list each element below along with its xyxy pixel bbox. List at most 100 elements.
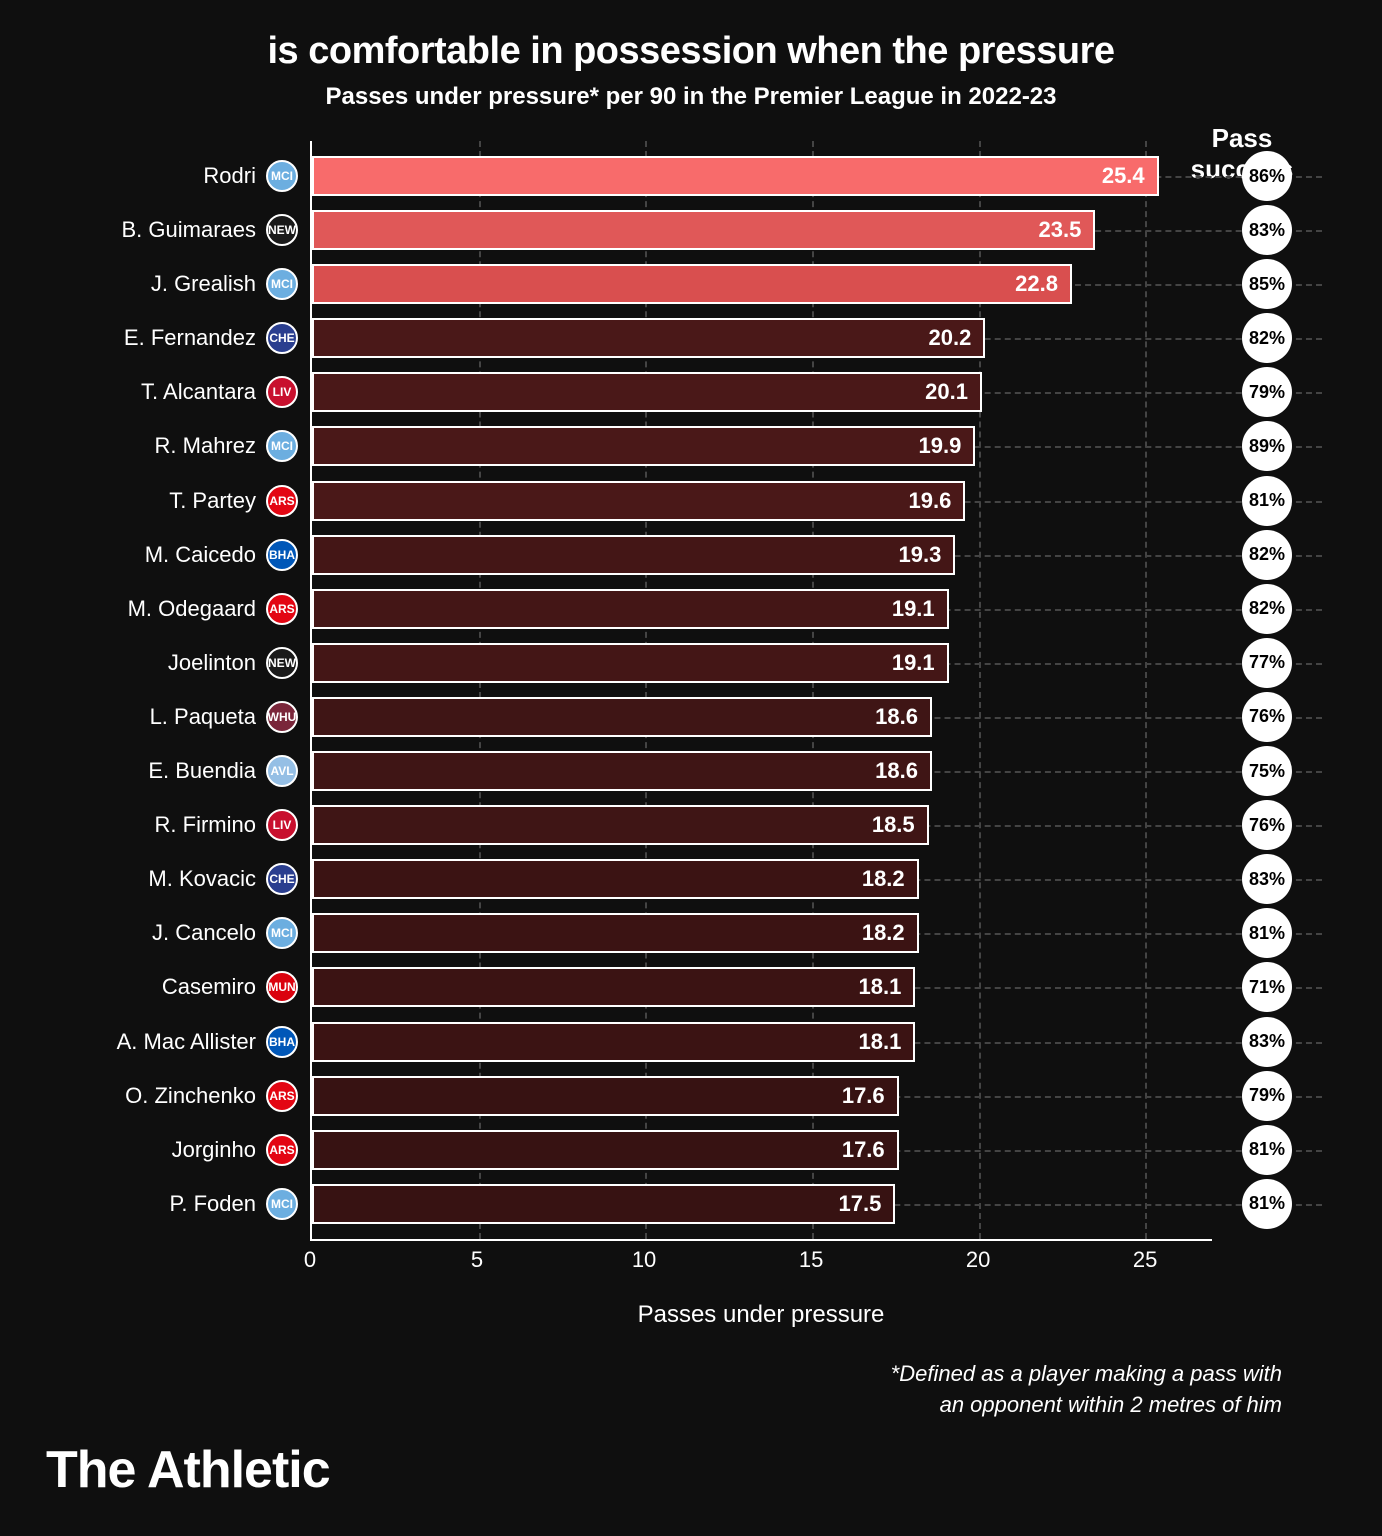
pass-success-badge: 81% [1212, 1179, 1322, 1229]
pass-success-badge: 82% [1212, 313, 1322, 363]
pass-success-value: 81% [1242, 476, 1292, 526]
bar-value-label: 19.1 [892, 650, 935, 676]
pass-success-badge: 82% [1212, 584, 1322, 634]
bar-value-label: 20.2 [929, 325, 972, 351]
player-row: T. ParteyARS19.681% [312, 480, 1212, 522]
player-name-label: P. Foden [170, 1191, 256, 1217]
pass-success-badge: 85% [1212, 259, 1322, 309]
pass-success-value: 83% [1242, 854, 1292, 904]
bar-value-label: 19.6 [909, 488, 952, 514]
player-name-label: T. Alcantara [141, 379, 256, 405]
player-row: P. FodenMCI17.581% [312, 1183, 1212, 1225]
bar-value-label: 25.4 [1102, 163, 1145, 189]
footnote-line: *Defined as a player making a pass with [60, 1359, 1282, 1390]
value-bar: 18.2 [312, 859, 919, 899]
pass-success-badge: 77% [1212, 638, 1322, 688]
club-badge-icon: AVL [266, 755, 298, 787]
pass-success-badge: 86% [1212, 151, 1322, 201]
club-badge-icon: ARS [266, 1134, 298, 1166]
gridline [979, 141, 981, 1239]
player-row: O. ZinchenkoARS17.679% [312, 1075, 1212, 1117]
gridline [479, 141, 481, 1239]
pass-success-badge: 79% [1212, 367, 1322, 417]
player-name-label: Casemiro [162, 974, 256, 1000]
value-bar: 18.2 [312, 913, 919, 953]
pass-success-value: 82% [1242, 530, 1292, 580]
value-bar: 19.6 [312, 481, 965, 521]
value-bar: 25.4 [312, 156, 1159, 196]
chart-footnote: *Defined as a player making a pass with … [60, 1359, 1322, 1421]
bar-value-label: 22.8 [1015, 271, 1058, 297]
bar-value-label: 18.1 [859, 1029, 902, 1055]
club-badge-icon: LIV [266, 809, 298, 841]
player-row: E. BuendiaAVL18.675% [312, 750, 1212, 792]
player-name-label: Joelinton [168, 650, 256, 676]
player-row: T. AlcantaraLIV20.179% [312, 371, 1212, 413]
player-row: CasemiroMUN18.171% [312, 966, 1212, 1008]
x-tick-label: 0 [304, 1247, 316, 1273]
bar-value-label: 17.6 [842, 1137, 885, 1163]
club-badge-icon: BHA [266, 1026, 298, 1058]
club-badge-icon: BHA [266, 539, 298, 571]
value-bar: 19.1 [312, 643, 949, 683]
value-bar: 18.5 [312, 805, 929, 845]
pass-success-value: 71% [1242, 962, 1292, 1012]
pass-success-value: 85% [1242, 259, 1292, 309]
footnote-line: an opponent within 2 metres of him [60, 1390, 1282, 1421]
pass-success-value: 79% [1242, 1071, 1292, 1121]
pass-success-value: 86% [1242, 151, 1292, 201]
x-tick-label: 10 [632, 1247, 656, 1273]
chart-title: is comfortable in possession when the pr… [60, 30, 1322, 73]
player-name-label: E. Fernandez [124, 325, 256, 351]
player-row: M. KovacicCHE18.283% [312, 858, 1212, 900]
club-badge-icon: MCI [266, 917, 298, 949]
pass-success-value: 81% [1242, 1179, 1292, 1229]
pass-success-value: 89% [1242, 421, 1292, 471]
pass-success-badge: 82% [1212, 530, 1322, 580]
pass-success-badge: 83% [1212, 205, 1322, 255]
value-bar: 17.6 [312, 1130, 899, 1170]
bar-value-label: 18.6 [875, 704, 918, 730]
player-name-label: T. Partey [169, 488, 256, 514]
bar-value-label: 18.6 [875, 758, 918, 784]
player-name-label: M. Odegaard [128, 596, 256, 622]
player-name-label: L. Paqueta [150, 704, 256, 730]
value-bar: 18.6 [312, 697, 932, 737]
club-badge-icon: LIV [266, 376, 298, 408]
club-badge-icon: ARS [266, 1080, 298, 1112]
pass-success-badge: 81% [1212, 476, 1322, 526]
club-badge-icon: ARS [266, 593, 298, 625]
pass-success-badge: 89% [1212, 421, 1322, 471]
club-badge-icon: MCI [266, 268, 298, 300]
pass-success-value: 81% [1242, 908, 1292, 958]
club-badge-icon: MUN [266, 971, 298, 1003]
pass-success-badge: 76% [1212, 692, 1322, 742]
bar-value-label: 23.5 [1039, 217, 1082, 243]
pass-success-value: 83% [1242, 205, 1292, 255]
player-row: J. CanceloMCI18.281% [312, 912, 1212, 954]
value-bar: 19.3 [312, 535, 955, 575]
chart-rows: RodriMCI25.486%B. GuimaraesNEW23.583%J. … [312, 155, 1212, 1225]
club-badge-icon: WHU [266, 701, 298, 733]
player-row: R. FirminoLIV18.576% [312, 804, 1212, 846]
player-row: M. CaicedoBHA19.382% [312, 534, 1212, 576]
pass-success-badge: 79% [1212, 1071, 1322, 1121]
club-badge-icon: MCI [266, 430, 298, 462]
pass-success-badge: 83% [1212, 1017, 1322, 1067]
bar-value-label: 18.5 [872, 812, 915, 838]
chart-wrapper: Pass success RodriMCI25.486%B. Guimaraes… [60, 141, 1322, 1329]
player-name-label: J. Grealish [151, 271, 256, 297]
value-bar: 20.1 [312, 372, 982, 412]
player-row: RodriMCI25.486% [312, 155, 1212, 197]
pass-success-badge: 83% [1212, 854, 1322, 904]
player-name-label: E. Buendia [148, 758, 256, 784]
player-row: L. PaquetaWHU18.676% [312, 696, 1212, 738]
player-name-label: M. Kovacic [148, 866, 256, 892]
club-badge-icon: NEW [266, 647, 298, 679]
x-axis-label: Passes under pressure [310, 1301, 1212, 1329]
value-bar: 17.5 [312, 1184, 895, 1224]
player-name-label: M. Caicedo [145, 542, 256, 568]
player-name-label: Jorginho [172, 1137, 256, 1163]
bar-value-label: 19.9 [919, 433, 962, 459]
player-name-label: A. Mac Allister [117, 1029, 256, 1055]
